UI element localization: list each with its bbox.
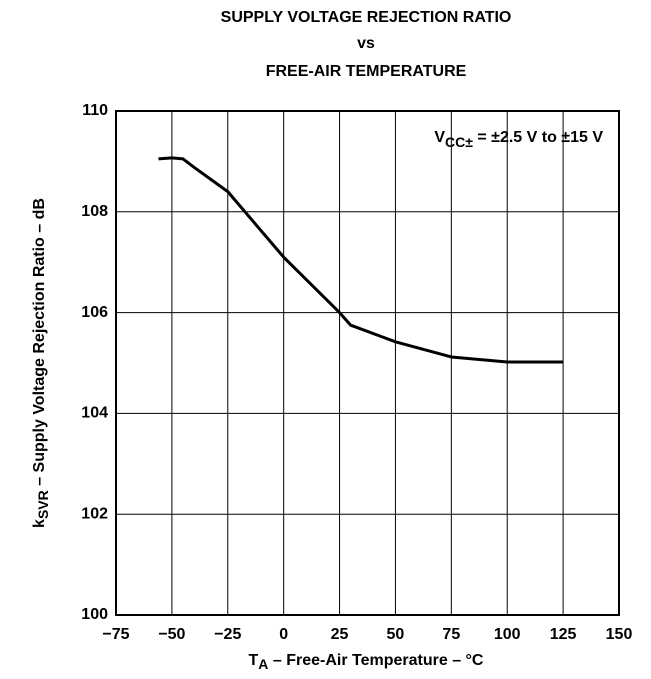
y-label-main: k bbox=[31, 519, 48, 528]
y-tick-label: 106 bbox=[81, 304, 108, 321]
x-tick-label: 0 bbox=[279, 626, 288, 643]
y-tick-label: 108 bbox=[81, 203, 108, 220]
x-tick-label: 100 bbox=[494, 626, 521, 643]
x-axis-label: TA – Free-Air Temperature – °C bbox=[249, 652, 484, 671]
annotation: VCC± = ±2.5 V to ±15 V bbox=[434, 129, 603, 149]
y-tick-label: 110 bbox=[82, 102, 108, 119]
x-tick-label: 125 bbox=[550, 626, 577, 643]
annotation-main: V bbox=[434, 129, 445, 146]
data-line bbox=[158, 156, 564, 364]
annotation-rest: = ±2.5 V to ±15 V bbox=[473, 129, 603, 146]
plot-frame bbox=[115, 110, 620, 616]
y-label-rest: – Supply Voltage Rejection Ratio – dB bbox=[31, 198, 48, 490]
annotation-sub: CC± bbox=[445, 134, 473, 150]
y-label-sub: SVR bbox=[35, 490, 51, 519]
x-tick-label: −50 bbox=[158, 626, 185, 643]
x-tick-label: 50 bbox=[387, 626, 405, 643]
x-tick-label: 75 bbox=[442, 626, 460, 643]
chart-title: FREE-AIR TEMPERATURE bbox=[266, 63, 467, 80]
y-tick-label: 102 bbox=[81, 505, 108, 522]
x-tick-label: 25 bbox=[331, 626, 349, 643]
x-tick-label: −75 bbox=[102, 626, 129, 643]
chart-title: vs bbox=[357, 35, 375, 52]
x-label-sub: A bbox=[258, 656, 268, 672]
x-label-main: T bbox=[249, 652, 259, 669]
x-tick-label: −25 bbox=[214, 626, 241, 643]
chart-title: SUPPLY VOLTAGE REJECTION RATIO bbox=[221, 9, 512, 26]
x-tick-label: 150 bbox=[606, 626, 633, 643]
x-label-rest: – Free-Air Temperature – °C bbox=[268, 652, 484, 669]
y-tick-label: 100 bbox=[81, 606, 108, 623]
y-tick-label: 104 bbox=[81, 405, 108, 422]
y-axis-label: kSVR – Supply Voltage Rejection Ratio – … bbox=[31, 198, 50, 528]
